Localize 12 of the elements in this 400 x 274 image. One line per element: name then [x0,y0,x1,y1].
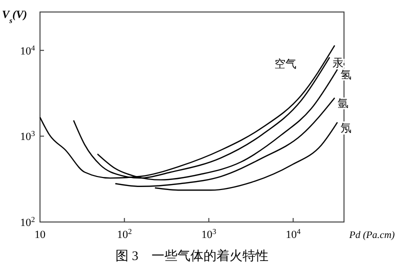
x-tick-label: 10$^{2}$ [116,226,132,241]
series-label: 汞 [332,57,344,70]
x-tick-label: 10$^{3}$ [201,226,216,241]
x-axis-title: Pd (Pa.cm) [348,230,396,241]
text: 图 3 一些气体的着火特性 [116,248,268,263]
y-tick-label: 10$^{2}$ [20,214,36,229]
x-tick-label: 10$^{4}$ [286,226,301,241]
y-tick-label: 10$^{3}$ [20,128,36,144]
y-tick-label: 10$^{4}$ [20,42,36,58]
y-axis-title: V$_{s}$(V) [2,9,28,24]
series-label: 空气 [274,57,297,70]
x-tick-label: 10 [34,229,46,241]
